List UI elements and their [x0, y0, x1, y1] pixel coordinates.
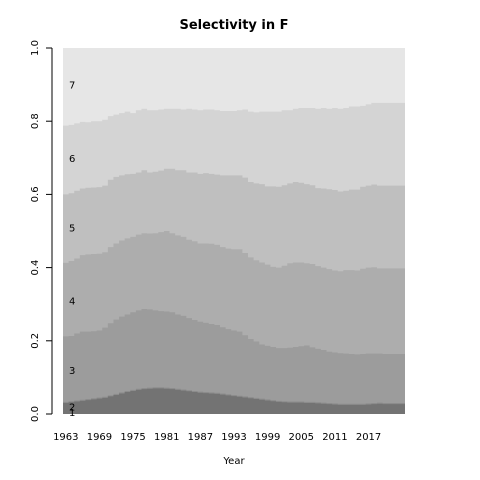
y-tick-label: 0.0 — [30, 406, 41, 422]
y-tick-label: 0.6 — [30, 186, 41, 202]
y-tick-label: 0.4 — [30, 260, 41, 276]
x-tick-label: 1981 — [154, 432, 179, 443]
y-tick-label: 0.2 — [30, 333, 41, 349]
band-label-2: 2 — [69, 403, 75, 414]
x-tick-label: 1993 — [221, 432, 246, 443]
x-tick-label: 1975 — [120, 432, 145, 443]
y-tick-label: 1.0 — [30, 40, 41, 56]
band-1 — [63, 388, 405, 414]
band-label-5: 5 — [69, 223, 75, 234]
x-tick-label: 1969 — [87, 432, 112, 443]
band-label-1: 1 — [69, 408, 75, 419]
y-tick-label: 0.8 — [30, 113, 41, 129]
x-tick-label: 1987 — [188, 432, 213, 443]
x-tick-label: 2017 — [356, 432, 381, 443]
x-tick-label: 1963 — [53, 432, 78, 443]
band-label-3: 3 — [69, 366, 75, 377]
stacked-bands — [63, 48, 405, 415]
x-tick-labels: 1963 1969 1975 1981 1987 1993 1999 2005 2011 2017 — [53, 432, 381, 443]
x-tick-label: 1999 — [255, 432, 280, 443]
band-label-4: 4 — [69, 297, 75, 308]
y-axis: 0.0 0.2 0.4 0.6 0.8 1.0 — [30, 40, 53, 422]
x-tick-label: 2005 — [289, 432, 314, 443]
band-labels: 12 3 4 5 6 7 — [69, 81, 75, 420]
x-tick-label: 2011 — [322, 432, 347, 443]
chart-title: Selectivity in F — [179, 18, 288, 33]
band-label-7: 7 — [69, 81, 75, 92]
band-label-6: 6 — [69, 154, 75, 165]
x-axis-label: Year — [222, 456, 245, 467]
